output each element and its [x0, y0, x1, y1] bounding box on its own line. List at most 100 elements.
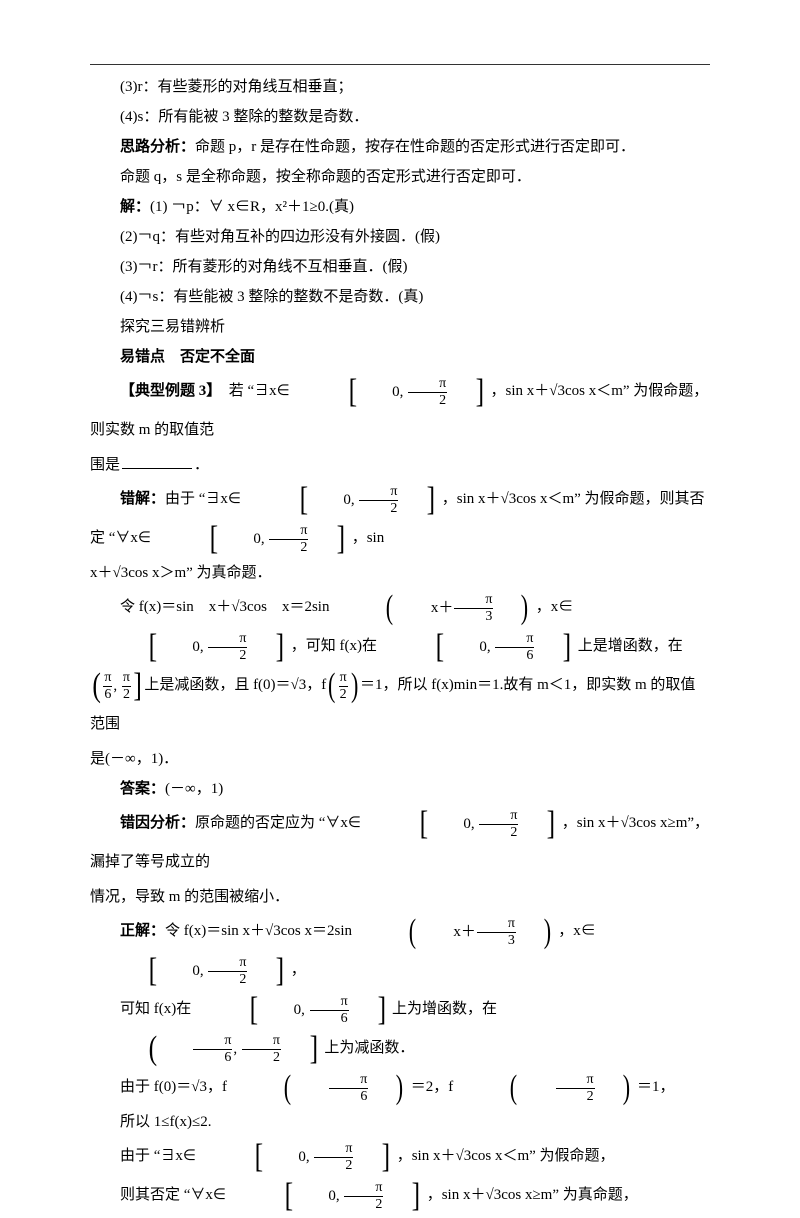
den: 6: [193, 1051, 232, 1065]
label: 思路分析：: [120, 139, 195, 155]
num: π: [359, 485, 398, 499]
line-analysis: 思路分析：命题 p，r 是存在性命题，按存在性命题的否定形式进行否定即可．: [90, 132, 710, 162]
num: π: [193, 1034, 232, 1048]
text: (1) ￢p：∀ x∈R，x²＋1≥0.(真): [150, 199, 354, 215]
frac-pi6: π6: [329, 1073, 368, 1104]
interval-0-pi2: [0, π2]: [152, 522, 351, 556]
text: (3)r：有些菱形的对角线互相垂直；: [120, 79, 353, 95]
text: 由于 “∃x∈: [120, 1148, 196, 1164]
a: 0: [192, 639, 200, 655]
corr-line4: 所以 1≤f(x)≤2.: [90, 1107, 710, 1137]
text: ，x∈: [558, 923, 596, 939]
num: π: [269, 524, 308, 538]
num: π: [408, 377, 447, 391]
text: 是(－∞，1)．: [90, 751, 178, 767]
a: 0: [328, 1188, 336, 1204]
corr-line5: 由于 “∃x∈[0, π2]，sin x＋√3cos x＜m” 为假命题，: [90, 1137, 710, 1176]
interval-0-pi2: [0, π2]: [91, 954, 290, 988]
paren-pi2: (π2): [326, 669, 360, 703]
text: 围是: [90, 457, 120, 473]
interval-0-pi2: [0, π2]: [227, 1179, 426, 1213]
text: (－∞，1): [165, 781, 223, 797]
den: 2: [208, 649, 247, 663]
frac-pi2: π2: [408, 377, 447, 408]
corr-line3: 由于 f(0)＝√3，f(π6)＝2，f(π2)＝1，: [90, 1068, 710, 1107]
num: π: [329, 1073, 368, 1087]
paren-xp3: (x＋π3): [352, 915, 558, 949]
example3-line2: 围是 ．: [90, 450, 710, 480]
text: ，: [291, 962, 306, 978]
text: 原命题的否定应为 “∀x∈: [195, 815, 361, 831]
interval-0-pi2: [0, π2]: [362, 807, 561, 841]
frac-pi2: π2: [479, 809, 518, 840]
text: 可知 f(x)在: [120, 1001, 191, 1017]
interval-0-pi2: [0, π2]: [91, 630, 290, 664]
text: 易错点 否定不全面: [120, 349, 255, 365]
line-sol2: (2)￢q：有些对角互补的四边形没有外接圆．(假): [90, 222, 710, 252]
num: π: [208, 632, 247, 646]
num: π: [103, 671, 112, 685]
paren-pi6: (π6): [227, 1071, 411, 1105]
text: (3)￢r：所有菱形的对角线不互相垂直．(假): [120, 259, 407, 275]
corr-line6: 则其否定 “∀x∈[0, π2]，sin x＋√3cos x≥m” 为真命题，: [90, 1176, 710, 1215]
interval-0-pi2: [0, π2]: [197, 1140, 396, 1174]
frac-pi2: π2: [242, 1034, 281, 1065]
pre: x＋: [431, 600, 454, 616]
interval-0-pi6: [0, π6]: [192, 993, 391, 1027]
den: 2: [344, 1198, 383, 1212]
den: 2: [359, 502, 398, 516]
label: 正解：: [120, 923, 165, 939]
a: 0: [298, 1149, 306, 1165]
text: (4)s：所有能被 3 整除的整数是奇数．: [120, 109, 368, 125]
document-page: (3)r：有些菱形的对角线互相垂直； (4)s：所有能被 3 整除的整数是奇数．…: [0, 0, 800, 1132]
line-r: (3)r：有些菱形的对角线互相垂直；: [90, 72, 710, 102]
den: 6: [495, 649, 534, 663]
text: ，sin x＋√3cos x≥m” 为真命题，: [427, 1187, 638, 1203]
den: 2: [556, 1090, 595, 1104]
text: 情况，导致 m 的范围被缩小．: [90, 889, 289, 905]
text: ，sin: [352, 530, 385, 546]
frac-pi2: π2: [314, 1142, 353, 1173]
num: π: [556, 1073, 595, 1087]
frac-pi6: π6: [103, 671, 112, 702]
frac-pi2: π2: [339, 671, 348, 702]
text: 命题 q，s 是全称命题，按全称命题的否定形式进行否定即可．: [120, 169, 531, 185]
text: ．: [194, 457, 209, 473]
den: 2: [242, 1051, 281, 1065]
text: (2)￢q：有些对角互补的四边形没有外接圆．(假): [120, 229, 440, 245]
a: 0: [479, 639, 487, 655]
label: 错因分析：: [120, 815, 195, 831]
line-sol4: (4)￢s：有些能被 3 整除的整数不是奇数．(真): [90, 282, 710, 312]
text: 命题 p，r 是存在性命题，按存在性命题的否定形式进行否定即可．: [195, 139, 635, 155]
den: 2: [339, 688, 348, 702]
text: x＋√3cos x＞m” 为真命题．: [90, 565, 272, 581]
text: ，sin x＋√3cos x＜m” 为假命题，: [397, 1148, 615, 1164]
text: 上为减函数．: [324, 1040, 414, 1056]
num: π: [479, 809, 518, 823]
a: 0: [463, 816, 471, 832]
text: ＝2，f: [411, 1079, 454, 1095]
a: 0: [294, 1002, 302, 1018]
den: 2: [314, 1159, 353, 1173]
num: π: [454, 593, 493, 607]
text: 探究三易错辨析: [120, 319, 225, 335]
interval-pi6-pi2: (π6, π2]: [91, 1032, 323, 1066]
den: 6: [103, 688, 112, 702]
label: 错解：: [120, 491, 165, 507]
label: 解：: [120, 199, 150, 215]
num: π: [310, 995, 349, 1009]
den: 2: [122, 688, 131, 702]
wrong-line2: x＋√3cos x＞m” 为真命题．: [90, 558, 710, 588]
num: π: [208, 956, 247, 970]
frac-pi2: π2: [208, 632, 247, 663]
den: 6: [310, 1012, 349, 1026]
line-mistake-title: 易错点 否定不全面: [90, 342, 710, 372]
den: 2: [208, 973, 247, 987]
answer-line: 答案：(－∞，1): [90, 774, 710, 804]
top-rule: [90, 64, 710, 65]
num: π: [344, 1181, 383, 1195]
den: 2: [269, 541, 308, 555]
a: 0: [392, 384, 400, 400]
num: π: [339, 671, 348, 685]
corr-line2: 可知 f(x)在[0, π6]上为增函数，在(π6, π2]上为减函数．: [90, 990, 710, 1068]
